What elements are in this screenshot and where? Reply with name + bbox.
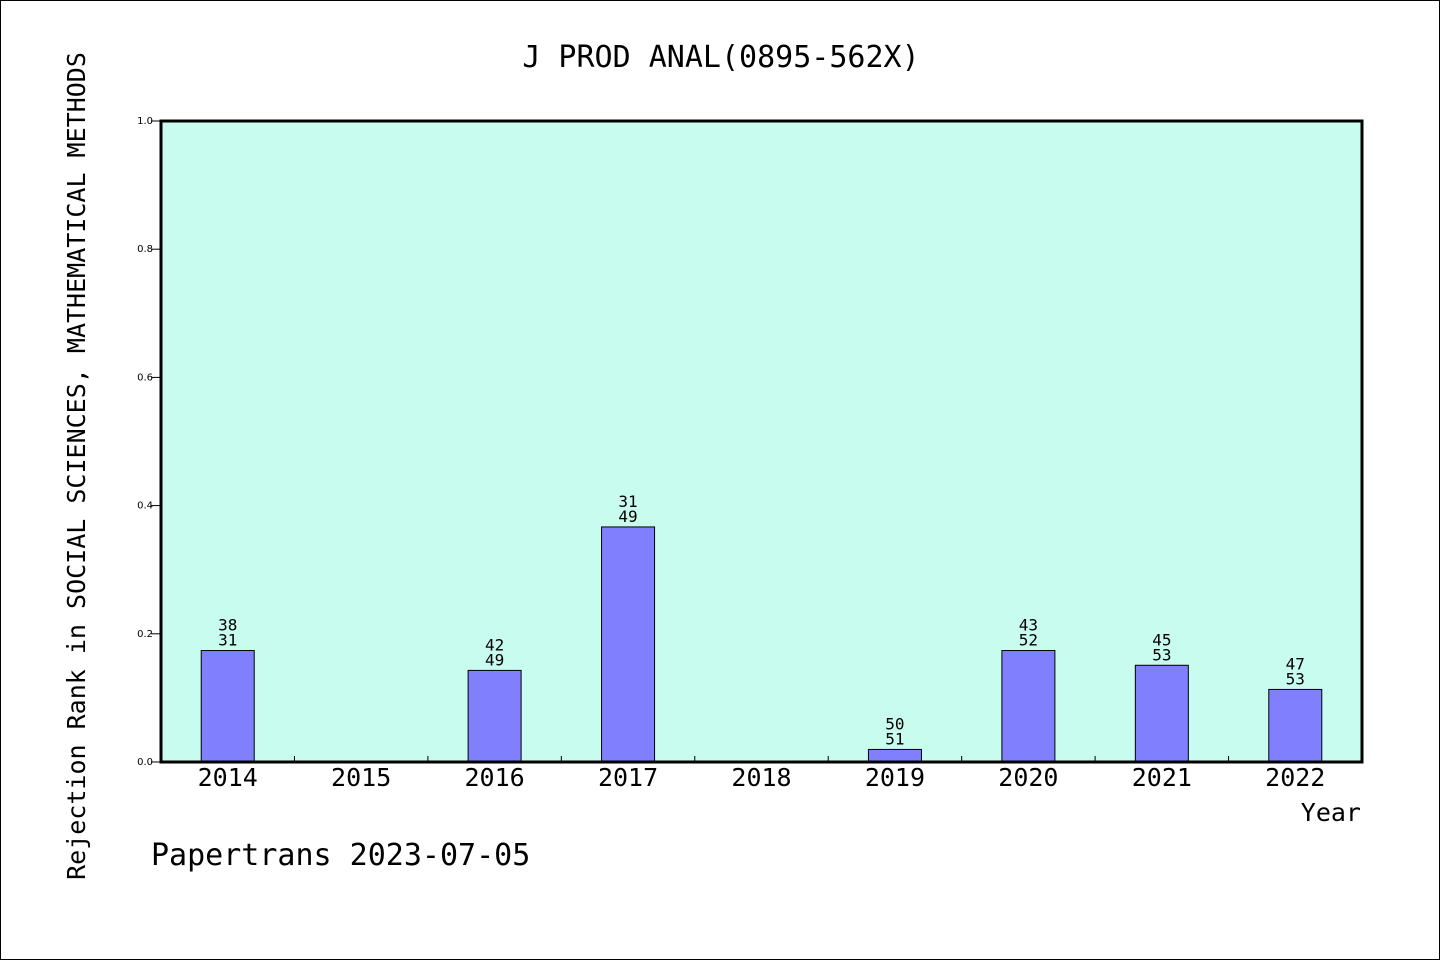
bar-2022 — [1268, 688, 1323, 763]
y-tick-label: 0.0 — [137, 757, 153, 768]
bar-label-bottom: 31 — [218, 631, 237, 650]
x-tick-label: 2016 — [465, 763, 525, 792]
bar-2017 — [601, 526, 656, 763]
bar-label-bottom: 52 — [1019, 631, 1038, 650]
footer-credit: Papertrans 2023-07-05 — [151, 838, 530, 873]
chart-title: J PROD ANAL(0895-562X) — [522, 40, 919, 75]
bar-2019 — [867, 748, 922, 763]
x-tick-label: 2015 — [331, 763, 391, 792]
y-tick-label: 0.6 — [137, 372, 153, 383]
plot-area — [161, 121, 1362, 762]
bar-label-top: 47 — [1286, 654, 1305, 673]
x-axis-label: Year — [1301, 798, 1361, 827]
x-tick-label: 2022 — [1265, 763, 1325, 792]
bars-group — [200, 526, 1323, 763]
y-tick-label: 0.2 — [137, 629, 153, 640]
plot-border — [159, 119, 1364, 764]
y-tick-label: 0.8 — [137, 244, 153, 255]
bar-label-top: 50 — [885, 714, 904, 733]
bar-2014 — [200, 650, 255, 763]
bar-label-top: 43 — [1019, 616, 1038, 635]
bar-label-top: 31 — [618, 492, 637, 511]
x-tick-label: 2019 — [865, 763, 925, 792]
bar-label-bottom: 49 — [618, 507, 637, 526]
x-tick-label: 2017 — [598, 763, 658, 792]
x-tick-label: 2014 — [198, 763, 258, 792]
y-tick-label: 0.4 — [137, 501, 153, 512]
bar-label-top: 45 — [1152, 630, 1171, 649]
x-tick-label: 2020 — [998, 763, 1058, 792]
bar-label-top: 38 — [218, 616, 237, 635]
bar-2020 — [1001, 650, 1056, 763]
bar-label-bottom: 51 — [885, 729, 904, 748]
x-tick-label: 2021 — [1132, 763, 1192, 792]
y-tick-label: 1.0 — [137, 116, 153, 127]
x-tick-label: 2018 — [731, 763, 791, 792]
bar-label-top: 42 — [485, 635, 504, 654]
x-ticks-group: 2014 2015 2016 2017 2018 2019 2020 2021 2022 — [198, 756, 1325, 792]
bar-label-bottom: 49 — [485, 650, 504, 669]
bar-label-bottom: 53 — [1286, 669, 1305, 688]
bar-label-bottom: 53 — [1152, 645, 1171, 664]
y-ticks-group: 0.0 0.2 0.4 0.6 0.8 1.0 — [137, 116, 161, 768]
bar-2016 — [467, 669, 522, 763]
y-axis-label: Rejection Rank in SOCIAL SCIENCES, MATHE… — [62, 52, 91, 880]
bar-2021 — [1134, 664, 1189, 763]
